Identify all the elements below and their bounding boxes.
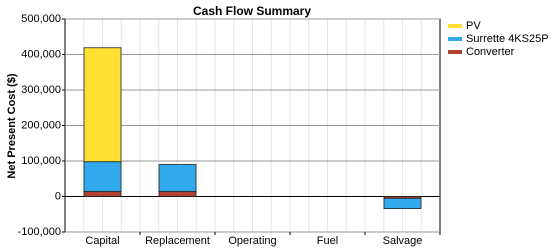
x-tick-label: Fuel [317,235,338,247]
y-tick-label: 100,000 [21,155,61,167]
chart-title: Cash Flow Summary [193,4,311,18]
y-axis-label: Net Present Cost ($) [6,73,18,178]
bar-segment [158,191,197,197]
legend-label: Surrette 4KS25P [466,33,549,45]
y-tick-label: 500,000 [21,13,61,25]
legend-label: Converter [466,46,515,58]
bar-segment [83,191,122,197]
bar-segment [83,161,122,192]
y-tick-label: 300,000 [21,84,61,96]
legend-label: PV [466,20,481,32]
y-tick-label: 0 [55,190,61,202]
x-tick-label: Operating [228,235,276,247]
bar-segment [158,164,197,192]
y-tick-label: 200,000 [21,119,61,131]
x-tick-label: Salvage [383,235,423,247]
y-tick-label: -100,000 [18,226,61,238]
y-tick-label: 400,000 [21,48,61,60]
bar-segment [383,197,422,209]
x-tick-label: Capital [85,235,119,247]
bar-segment [83,47,122,163]
x-tick-label: Replacement [145,235,210,247]
